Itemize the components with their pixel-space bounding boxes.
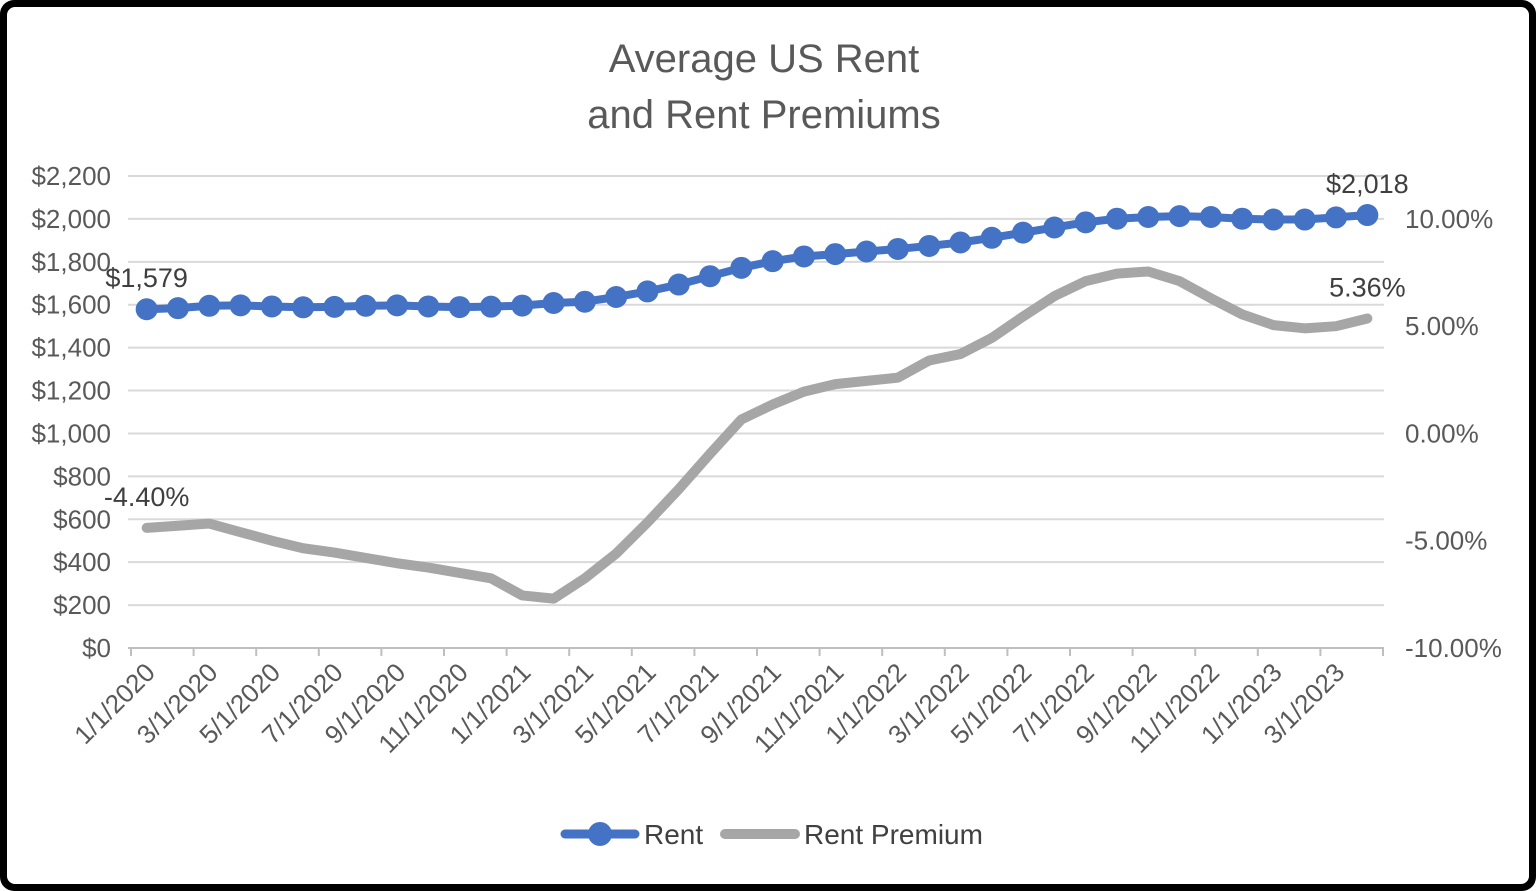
rent-point-marker <box>855 240 878 263</box>
rent-point-marker <box>511 294 534 317</box>
rent-point-marker <box>918 234 941 257</box>
rent-point-marker <box>1012 221 1035 244</box>
rent-point-marker <box>1231 207 1254 230</box>
rent-point-marker <box>792 245 815 268</box>
plot-layer: $0 $200 $400 $600 $800 $1,000 $1,200 $1,400 $1,6… <box>31 161 1501 759</box>
rent-point-marker <box>1356 204 1379 227</box>
rent-point-marker <box>323 295 346 318</box>
rent-point-marker <box>980 226 1003 249</box>
rent-chart: $0 $200 $400 $600 $800 $1,000 $1,200 $1,400 $1,6… <box>31 37 1501 850</box>
annotation-premium-last-value: 5.36% <box>1329 272 1406 302</box>
rent-point-marker <box>229 294 252 317</box>
rent-point-marker <box>1105 207 1128 230</box>
right-axis-tick-label: 10.00% <box>1405 204 1493 234</box>
right-axis-tick-label: -5.00% <box>1405 526 1487 556</box>
rent-line <box>142 211 1372 314</box>
rent-point-marker <box>166 297 189 320</box>
left-axis-tick-label: $1,000 <box>31 418 111 448</box>
chart-legend: Rent Rent Premium <box>560 819 983 850</box>
rent-point-marker <box>667 273 690 296</box>
left-axis-tick-label: $600 <box>53 504 111 534</box>
right-axis-tick-label: 5.00% <box>1405 311 1479 341</box>
left-axis-tick-label: $1,200 <box>31 376 111 406</box>
rent-point-marker <box>1262 208 1285 231</box>
rent-point-marker <box>824 243 847 266</box>
chart-surface: $0 $200 $400 $600 $800 $1,000 $1,200 $1,400 $1,6… <box>7 7 1529 884</box>
left-axis-tick-label: $1,800 <box>31 247 111 277</box>
left-axis-tick-label: $2,000 <box>31 204 111 234</box>
left-axis-tick-label: $0 <box>82 633 111 663</box>
rent-point-marker <box>1168 205 1191 228</box>
left-axis-tick-label: $400 <box>53 547 111 577</box>
annotation-rent-first-value: $1,579 <box>105 263 188 293</box>
rent-point-marker <box>1293 208 1316 231</box>
rent-point-marker <box>573 290 596 313</box>
chart-title-line1: Average US Rent <box>609 37 920 81</box>
rent-point-marker <box>135 298 158 321</box>
rent-point-marker <box>292 296 315 319</box>
rent-point-marker <box>542 292 565 315</box>
annotation-premium-first-value: -4.40% <box>104 482 190 512</box>
rent-point-marker <box>949 231 972 254</box>
rent-point-marker <box>761 250 784 273</box>
left-axis-tick-label: $800 <box>53 461 111 491</box>
rent-point-marker <box>636 280 659 303</box>
rent-point-marker <box>1074 211 1097 234</box>
left-axis-tick-label: $200 <box>53 590 111 620</box>
chart-title-line2: and Rent Premiums <box>587 93 940 137</box>
legend-rent-marker-icon <box>588 822 612 846</box>
rent-point-marker <box>1325 206 1348 229</box>
rent-point-marker <box>1043 216 1066 239</box>
rent-point-marker <box>448 296 471 319</box>
legend-premium-label: Rent Premium <box>804 819 983 850</box>
rent-point-marker <box>605 286 628 309</box>
rent-point-marker <box>354 294 377 317</box>
rent-point-marker <box>479 295 502 318</box>
rent-point-marker <box>1199 205 1222 228</box>
left-axis-tick-label: $1,400 <box>31 333 111 363</box>
annotation-rent-last-value: $2,018 <box>1326 169 1409 199</box>
rent-point-marker <box>730 256 753 279</box>
rent-premium-line <box>141 266 1373 604</box>
rent-point-marker <box>417 295 440 318</box>
legend-rent-label: Rent <box>644 819 703 850</box>
right-axis-tick-label: 0.00% <box>1405 418 1479 448</box>
rent-point-marker <box>260 295 283 318</box>
rent-point-marker <box>386 294 409 317</box>
rent-point-marker <box>886 237 909 260</box>
left-axis-tick-label: $2,200 <box>31 161 111 191</box>
rent-point-marker <box>1137 205 1160 228</box>
right-axis-tick-label: -10.00% <box>1405 633 1502 663</box>
rent-point-marker <box>198 294 221 317</box>
rent-point-marker <box>699 265 722 288</box>
left-axis-tick-label: $1,600 <box>31 290 111 320</box>
